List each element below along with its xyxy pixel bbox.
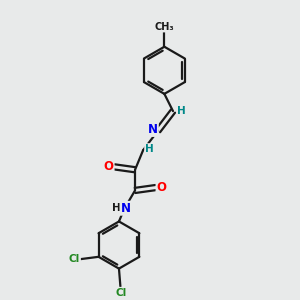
Text: Cl: Cl — [69, 254, 80, 264]
Text: N: N — [148, 123, 158, 136]
Text: Cl: Cl — [116, 288, 127, 298]
Text: N: N — [121, 202, 130, 215]
Text: O: O — [157, 181, 166, 194]
Text: O: O — [103, 160, 114, 173]
Text: H: H — [112, 203, 121, 213]
Text: H: H — [145, 144, 154, 154]
Text: CH₃: CH₃ — [154, 22, 174, 32]
Text: H: H — [177, 106, 186, 116]
